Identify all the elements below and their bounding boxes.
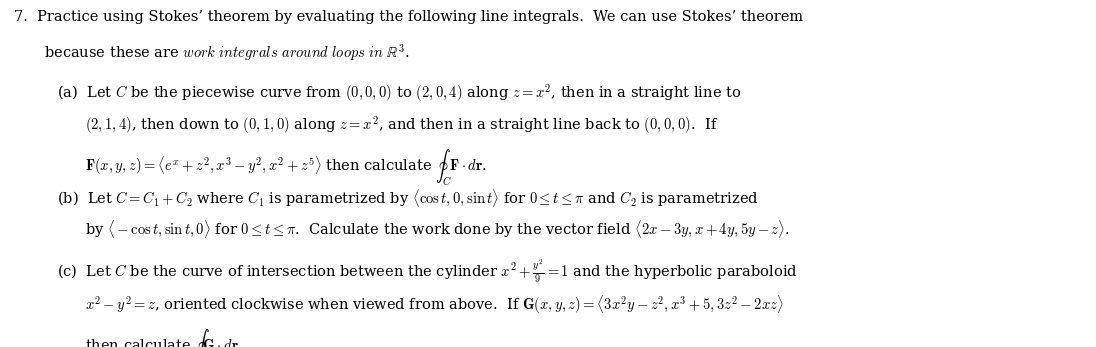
Text: (a)  Let $C$ be the piecewise curve from $(0,0,0)$ to $(2,0,4)$ along $z = x^2$,: (a) Let $C$ be the piecewise curve from … (57, 83, 741, 104)
Text: by $\langle -\cos t, \sin t, 0 \rangle$ for $0 \leq t \leq \pi$.  Calculate the : by $\langle -\cos t, \sin t, 0 \rangle$ … (85, 219, 790, 240)
Text: 7.  Practice using Stokes’ theorem by evaluating the following line integrals.  : 7. Practice using Stokes’ theorem by eva… (14, 10, 803, 24)
Text: (b)  Let $C = C_1 + C_2$ where $C_1$ is parametrized by $\langle \cos t, 0, \sin: (b) Let $C = C_1 + C_2$ where $C_1$ is p… (57, 187, 758, 209)
Text: (c)  Let $C$ be the curve of intersection between the cylinder $x^2 + \frac{y^2}: (c) Let $C$ be the curve of intersection… (57, 257, 798, 285)
Text: $x^2 - y^2 = z$, oriented clockwise when viewed from above.  If $\mathbf{G}(x,y,: $x^2 - y^2 = z$, oriented clockwise when… (85, 293, 784, 316)
Text: $(2,1,4)$, then down to $(0,1,0)$ along $z = x^2$, and then in a straight line b: $(2,1,4)$, then down to $(0,1,0)$ along … (85, 114, 719, 136)
Text: then calculate $\oint \mathbf{G} \cdot d\mathbf{r}$.: then calculate $\oint \mathbf{G} \cdot d… (85, 327, 243, 347)
Text: $\mathbf{F}(x,y,z) = \langle e^x + z^2, x^3 - y^2, x^2 + z^5 \rangle$ then calcu: $\mathbf{F}(x,y,z) = \langle e^x + z^2, … (85, 147, 488, 188)
Text: because these are $\it{work\ integrals\ around\ loops\ in}$ $\mathbb{R}^3$.: because these are $\it{work\ integrals\ … (44, 42, 410, 63)
